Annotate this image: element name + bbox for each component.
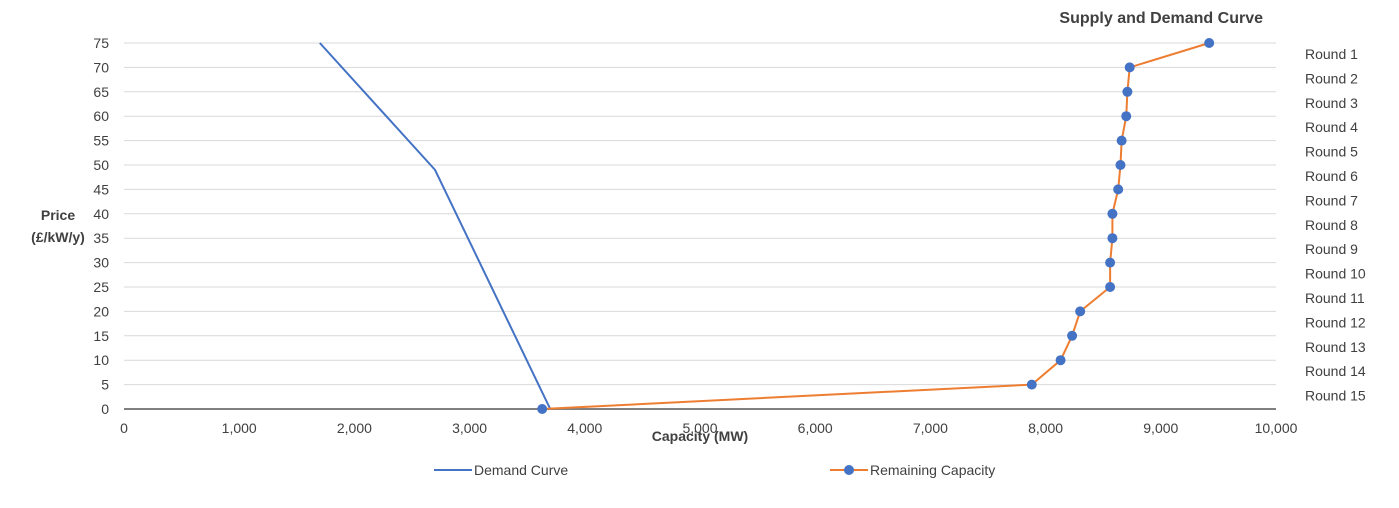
series-line-1	[319, 42, 552, 410]
data-point	[1113, 184, 1124, 195]
round-label: Round 9	[1305, 241, 1358, 257]
y-tick-label: 65	[93, 84, 109, 100]
y-tick-label: 70	[93, 59, 109, 75]
round-label: Round 15	[1305, 388, 1366, 404]
y-tick-label: 50	[93, 157, 109, 173]
round-label: Round 11	[1305, 290, 1365, 306]
y-tick-label: 20	[93, 303, 109, 319]
round-label: Round 10	[1305, 266, 1366, 282]
round-label: Round 14	[1305, 363, 1366, 379]
round-label: Round 2	[1305, 70, 1358, 86]
y-axis-title-line: (£/kW/y)	[31, 229, 85, 245]
y-tick-label: 5	[101, 377, 109, 393]
round-label: Round 12	[1305, 314, 1366, 330]
round-label: Round 1	[1305, 46, 1358, 62]
data-point	[1107, 208, 1118, 219]
round-label: Round 6	[1305, 168, 1358, 184]
y-tick-label: 40	[93, 206, 109, 222]
x-tick-label: 9,000	[1143, 420, 1178, 436]
legend-swatch-marker	[844, 465, 854, 475]
x-tick-label: 4,000	[567, 420, 602, 436]
data-point	[1124, 62, 1135, 73]
y-tick-label: 55	[93, 133, 109, 149]
chart-title: Supply and Demand Curve	[1059, 10, 1263, 27]
data-point	[1075, 306, 1086, 317]
x-tick-label: 5,000	[682, 420, 717, 436]
y-tick-label: 35	[93, 230, 109, 246]
data-point	[1105, 257, 1116, 268]
x-tick-label: 1,000	[222, 420, 257, 436]
y-tick-label: 30	[93, 255, 109, 271]
round-label: Round 7	[1305, 192, 1358, 208]
x-tick-label: 0	[120, 420, 128, 436]
x-tick-label: 8,000	[1028, 420, 1063, 436]
data-point	[1122, 86, 1133, 97]
data-point	[1115, 160, 1126, 170]
legend-label: Demand Curve	[474, 462, 568, 478]
round-label: Round 8	[1305, 217, 1358, 233]
data-point	[537, 404, 548, 414]
gridlines	[124, 42, 1276, 386]
data-point	[1055, 355, 1066, 366]
y-tick-label: 60	[93, 108, 109, 124]
y-axis-title-line: Price	[41, 207, 75, 223]
x-tick-label: 3,000	[452, 420, 487, 436]
y-tick-label: 15	[93, 328, 109, 344]
x-tick-label: 6,000	[798, 420, 833, 436]
data-point	[1105, 282, 1116, 292]
data-point	[1204, 38, 1215, 48]
y-tick-label: 75	[93, 35, 109, 51]
y-tick-label: 10	[93, 352, 109, 368]
x-tick-label: 10,000	[1255, 420, 1298, 436]
data-point	[1026, 379, 1037, 390]
round-label: Round 13	[1305, 339, 1366, 355]
x-tick-label: 2,000	[337, 420, 372, 436]
round-label: Round 3	[1305, 95, 1358, 111]
x-tick-label: 7,000	[913, 420, 948, 436]
labels-layer: 0 5 10 15 20 25 30 35 40 45 50 55 60 65 70 75 0 1,000 2,00…	[31, 10, 1366, 444]
y-tick-label: 0	[101, 401, 109, 417]
y-tick-label: 25	[93, 279, 109, 295]
round-label: Round 4	[1305, 119, 1358, 135]
data-point	[1116, 135, 1127, 146]
data-point	[1121, 111, 1132, 122]
data-point	[1107, 233, 1118, 244]
y-tick-label: 45	[93, 181, 109, 197]
legend: Demand Curve Remaining Capacity	[434, 462, 995, 478]
series-line-2	[542, 42, 1210, 410]
round-label: Round 5	[1305, 144, 1358, 160]
series-layer	[319, 38, 1215, 414]
legend-label: Remaining Capacity	[870, 462, 995, 478]
data-point	[1067, 330, 1078, 341]
x-axis-title: Capacity (MW)	[652, 428, 748, 444]
